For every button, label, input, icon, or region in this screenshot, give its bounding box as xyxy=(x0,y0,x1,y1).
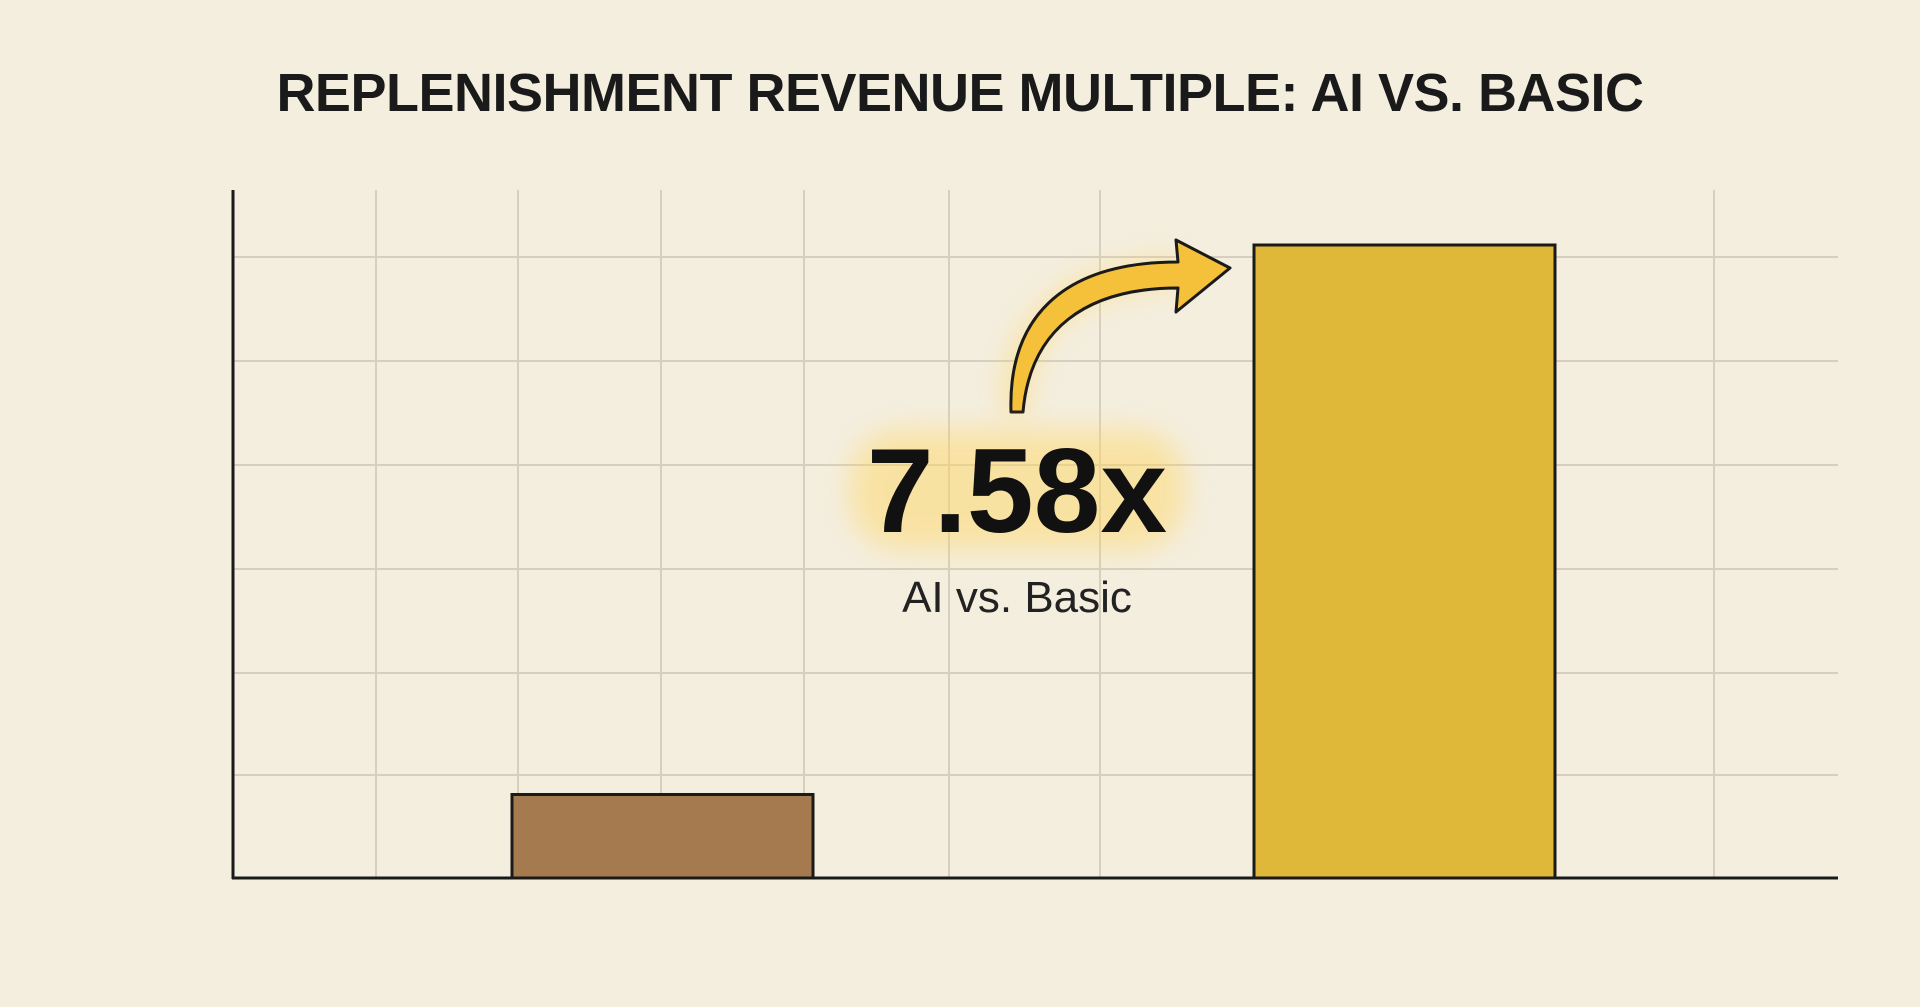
arrow-icon xyxy=(1009,238,1232,414)
annotation-value: 7.58x xyxy=(867,424,1167,558)
annotation-arrow xyxy=(1002,238,1232,414)
bar-ai xyxy=(1252,243,1557,880)
annotation: 7.58x AI vs. Basic xyxy=(850,424,1185,622)
chart-title: REPLENISHMENT REVENUE MULTIPLE: AI VS. B… xyxy=(276,63,1644,123)
annotation-label: AI vs. Basic xyxy=(902,573,1132,622)
bar-basic xyxy=(510,792,815,880)
annotation-glow xyxy=(850,430,1185,550)
